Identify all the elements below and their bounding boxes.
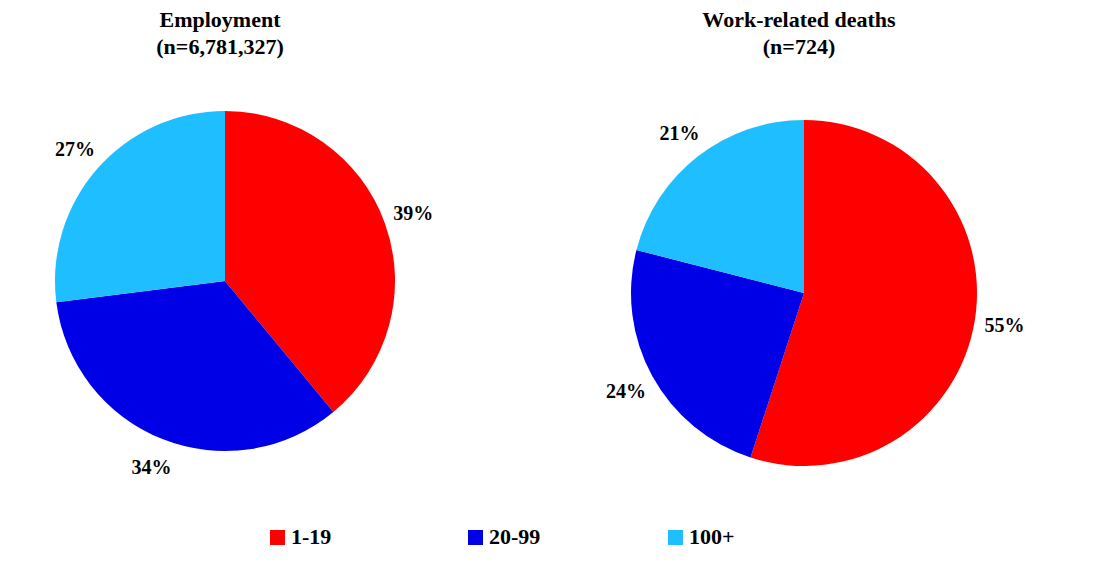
html-text:Employment: Employment bbox=[159, 7, 281, 32]
svg-text:27%: 27% bbox=[55, 138, 95, 160]
svg-text:24%: 24% bbox=[606, 380, 646, 402]
svg-text:21%: 21% bbox=[660, 122, 700, 144]
svg-text:55%: 55% bbox=[985, 314, 1025, 336]
html-text:1-19: 1-19 bbox=[291, 524, 332, 549]
svg-text:39%: 39% bbox=[393, 202, 433, 224]
html-text:(n=724): (n=724) bbox=[762, 34, 836, 59]
html-text:(n=6,781,327): (n=6,781,327) bbox=[156, 34, 284, 59]
html-text:20-99: 20-99 bbox=[489, 524, 541, 549]
svg-text:34%: 34% bbox=[131, 456, 171, 478]
html-text:Work-related deaths: Work-related deaths bbox=[702, 7, 896, 32]
html-text:100+: 100+ bbox=[689, 524, 735, 549]
